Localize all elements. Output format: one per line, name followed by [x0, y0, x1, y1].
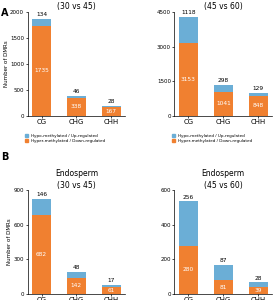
Text: 28: 28 — [254, 276, 262, 280]
Text: 48: 48 — [73, 265, 80, 270]
Bar — [249, 96, 268, 116]
Bar — [214, 265, 233, 280]
Y-axis label: Number of DMRs: Number of DMRs — [7, 219, 12, 266]
Bar — [102, 106, 121, 107]
Y-axis label: Number of DMRs: Number of DMRs — [4, 40, 9, 87]
Bar — [249, 282, 268, 287]
Bar — [102, 285, 121, 287]
Text: 167: 167 — [106, 109, 117, 114]
Text: 256: 256 — [183, 194, 194, 200]
Text: 280: 280 — [183, 267, 194, 272]
Bar — [179, 246, 198, 294]
Text: 142: 142 — [71, 283, 82, 288]
Bar — [102, 107, 121, 116]
Bar — [67, 278, 86, 294]
Text: 146: 146 — [36, 192, 47, 197]
Legend: Hypo-methylated / Up-regulated, Hyper-methylated / Down-regulated: Hypo-methylated / Up-regulated, Hyper-me… — [172, 134, 252, 143]
Bar — [249, 93, 268, 96]
Text: 28: 28 — [108, 99, 115, 104]
Text: 129: 129 — [253, 86, 264, 91]
Title: Embryo
(45 vs 60): Embryo (45 vs 60) — [204, 0, 243, 11]
Text: 46: 46 — [73, 89, 80, 94]
Text: 61: 61 — [108, 288, 115, 293]
Bar — [214, 280, 233, 294]
Title: Endosperm
(45 vs 60): Endosperm (45 vs 60) — [202, 169, 245, 190]
Title: Embryo
(30 vs 45): Embryo (30 vs 45) — [57, 0, 96, 11]
Text: 338: 338 — [71, 104, 82, 110]
Text: 1118: 1118 — [181, 11, 196, 15]
Text: 682: 682 — [36, 252, 47, 257]
Text: 39: 39 — [254, 288, 262, 293]
Text: 298: 298 — [218, 78, 229, 83]
Bar — [179, 43, 198, 116]
Bar — [249, 287, 268, 294]
Bar — [179, 201, 198, 246]
Bar — [67, 272, 86, 278]
Bar — [32, 215, 51, 294]
Bar — [214, 92, 233, 116]
Text: 1735: 1735 — [34, 68, 49, 73]
Text: B: B — [1, 152, 9, 161]
Text: 848: 848 — [252, 103, 264, 108]
Text: 81: 81 — [220, 284, 227, 290]
Bar — [67, 98, 86, 116]
Bar — [32, 26, 51, 116]
Bar — [32, 19, 51, 26]
Text: 134: 134 — [36, 12, 47, 17]
Text: 3153: 3153 — [181, 77, 196, 82]
Text: 1041: 1041 — [216, 101, 231, 106]
Bar — [214, 85, 233, 92]
Text: 87: 87 — [219, 258, 227, 263]
Bar — [102, 287, 121, 294]
Bar — [32, 199, 51, 215]
Legend: Hypo-methylated / Up-regulated, Hyper-methylated / Down-regulated: Hypo-methylated / Up-regulated, Hyper-me… — [25, 134, 106, 143]
Text: A: A — [1, 8, 9, 17]
Title: Endosperm
(30 vs 45): Endosperm (30 vs 45) — [55, 169, 98, 190]
Bar — [179, 17, 198, 43]
Bar — [67, 96, 86, 98]
Text: 17: 17 — [108, 278, 115, 283]
